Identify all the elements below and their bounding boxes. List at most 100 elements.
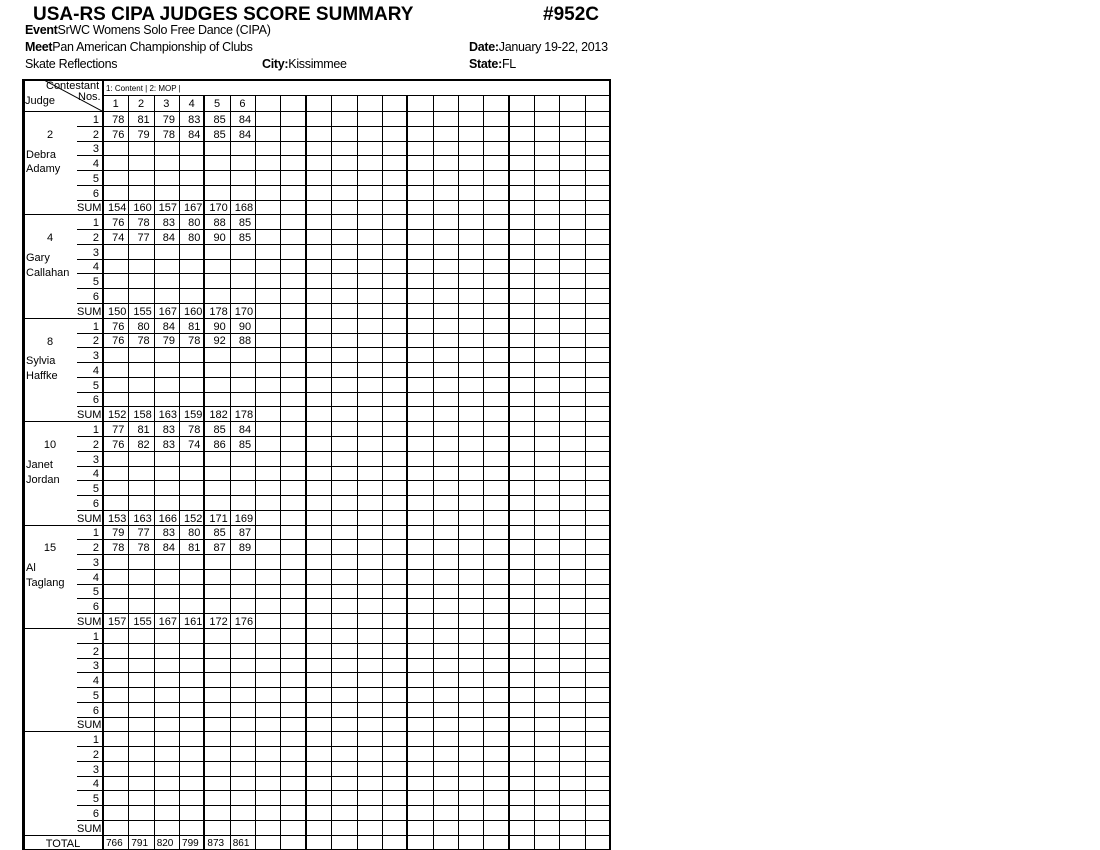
score-cell: 77	[137, 231, 150, 244]
judge-number: 2	[46, 128, 54, 141]
total-cell: 766	[106, 838, 123, 849]
grid-line	[77, 805, 610, 806]
table-border-top	[22, 79, 611, 81]
grid-line	[77, 141, 610, 142]
grid-line	[77, 362, 610, 363]
score-cell: 79	[162, 335, 176, 348]
city-label: City:	[262, 57, 289, 71]
score-cell: 84	[238, 128, 252, 141]
sum-cell: 152	[184, 512, 203, 525]
score-cell: 83	[162, 217, 176, 230]
judge-first-name: Sylvia	[26, 355, 56, 368]
sum-cell: 166	[158, 512, 178, 525]
criterion-number: 6	[92, 704, 99, 717]
judge-block-divider	[23, 731, 77, 733]
grid-line	[77, 598, 610, 599]
total-cell: 861	[232, 838, 250, 849]
criterion-number: 6	[92, 187, 99, 200]
sum-cell: 170	[209, 202, 228, 215]
sum-label: SUM	[77, 305, 102, 318]
score-cell: 74	[112, 231, 125, 244]
criterion-number: 2	[92, 438, 99, 451]
grid-line	[77, 451, 610, 452]
grid-line	[103, 95, 610, 96]
host-club: Skate Reflections	[25, 57, 118, 71]
score-cell: 78	[137, 542, 150, 555]
total-label: TOTAL	[45, 838, 81, 850]
grid-line	[534, 95, 535, 850]
score-cell: 83	[162, 423, 176, 436]
sum-cell: 163	[133, 512, 152, 525]
total-cell: 799	[182, 838, 199, 849]
score-cell: 77	[137, 527, 150, 540]
criterion-number: 1	[92, 320, 99, 333]
grid-line	[77, 569, 610, 570]
grid-line-thick	[203, 95, 205, 850]
score-cell: 80	[188, 231, 201, 244]
state-label: State:	[469, 57, 502, 71]
criterion-number: 6	[92, 291, 99, 304]
sum-cell: 172	[209, 616, 228, 628]
score-cell: 80	[188, 527, 201, 540]
criterion-number: 6	[92, 601, 99, 614]
sum-label: SUM	[77, 719, 102, 732]
sum-cell: 155	[133, 305, 152, 318]
grid-line	[77, 229, 610, 230]
criterion-number: 3	[92, 763, 99, 776]
sum-label: SUM	[77, 202, 102, 215]
grid-line	[77, 273, 610, 274]
score-cell: 83	[188, 113, 201, 126]
score-cell: 78	[112, 113, 125, 126]
score-cell: 81	[188, 542, 201, 555]
score-cell: 84	[162, 231, 176, 244]
score-cell: 76	[112, 320, 125, 333]
criterion-number: 4	[92, 778, 99, 791]
judge-block-divider	[23, 214, 77, 216]
contestant-label: Contestant	[46, 80, 100, 92]
grid-line	[77, 421, 610, 422]
judge-block-divider	[23, 524, 77, 526]
sum-cell: 171	[209, 512, 228, 525]
score-cell: 87	[213, 542, 226, 555]
grid-line	[77, 170, 610, 171]
grid-line	[77, 200, 610, 201]
criterion-number: 5	[92, 379, 99, 392]
score-cell: 90	[213, 320, 226, 333]
criterion-number: 4	[92, 675, 99, 688]
sum-label: SUM	[77, 409, 102, 422]
judge-first-name: Janet	[26, 458, 53, 471]
score-cell: 85	[213, 113, 226, 126]
score-cell: 76	[112, 217, 125, 230]
sum-cell: 158	[133, 409, 152, 422]
score-cell: 85	[238, 217, 252, 230]
score-cell: 85	[238, 231, 252, 244]
date-label: Date:	[469, 40, 499, 54]
grid-line	[433, 95, 434, 850]
grid-line-thick	[305, 95, 307, 850]
grid-line	[77, 495, 610, 496]
sum-cell: 170	[234, 305, 254, 318]
score-cell: 92	[213, 335, 226, 348]
grid-line	[128, 95, 129, 850]
criterion-number: 4	[92, 364, 99, 377]
sum-cell: 152	[107, 409, 127, 422]
judge-last-name: Jordan	[26, 473, 60, 486]
sum-cell: 167	[158, 305, 178, 318]
criterion-number: 1	[92, 630, 99, 643]
grid-line-thick	[406, 95, 408, 850]
score-cell: 90	[213, 231, 226, 244]
sum-cell: 182	[209, 409, 228, 422]
grid-line	[585, 95, 586, 850]
judge-last-name: Taglang	[26, 576, 65, 589]
judge-block-divider	[23, 317, 77, 319]
grid-line	[77, 643, 610, 644]
grid-line	[77, 658, 610, 659]
sum-cell: 167	[184, 202, 203, 215]
score-cell: 80	[188, 217, 201, 230]
grid-line	[77, 347, 610, 348]
score-cell: 84	[188, 128, 201, 141]
grid-line	[77, 687, 610, 688]
criterion-number: 4	[92, 261, 99, 274]
grid-line	[77, 776, 610, 777]
sum-cell: 168	[234, 202, 254, 215]
